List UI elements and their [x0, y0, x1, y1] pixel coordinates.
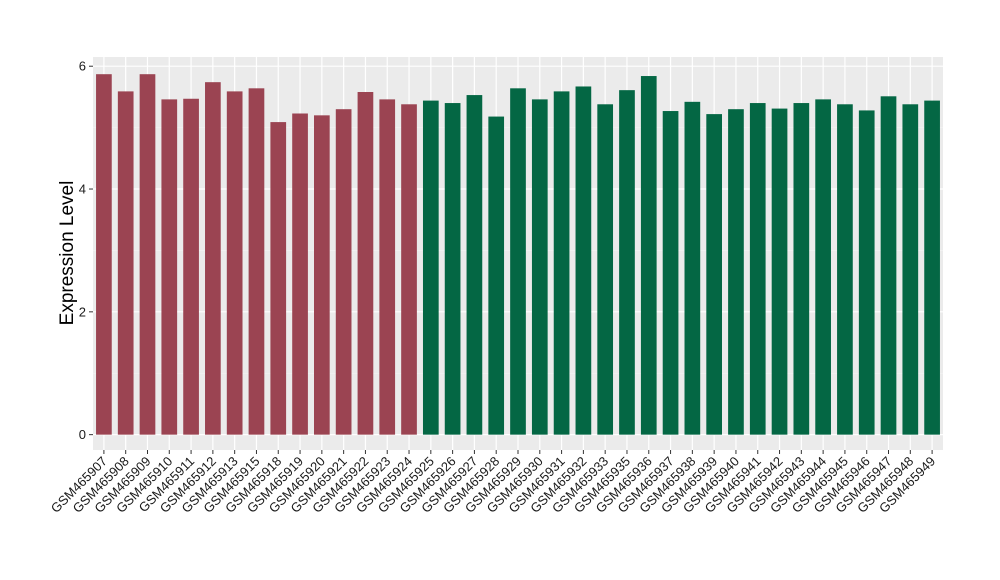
x-axis: GSM465907GSM465908GSM465909GSM465910GSM4…	[48, 450, 938, 516]
bar	[815, 99, 831, 435]
bar	[728, 109, 744, 435]
bar	[270, 122, 287, 435]
y-tick-label: 6	[79, 59, 86, 74]
bar	[880, 96, 897, 435]
bar	[292, 113, 308, 435]
bar	[575, 86, 592, 435]
bar	[553, 91, 570, 435]
bar	[749, 103, 766, 435]
bar	[117, 91, 134, 435]
bar	[662, 111, 679, 435]
bar	[422, 100, 439, 435]
bar	[619, 90, 635, 435]
bar	[314, 115, 330, 435]
bar	[858, 110, 875, 435]
y-tick-label: 0	[79, 427, 86, 442]
bar	[640, 76, 657, 435]
y-axis: 0 2 4 6	[79, 59, 93, 442]
bar	[444, 103, 461, 435]
bar	[771, 108, 788, 435]
bar	[205, 82, 221, 435]
y-tick-label: 4	[79, 182, 86, 197]
bar	[379, 99, 396, 435]
bar	[183, 98, 199, 435]
y-axis-title: Expression Level	[57, 181, 78, 326]
bar	[793, 103, 810, 435]
bar	[96, 74, 112, 435]
bar	[401, 104, 417, 435]
bar	[248, 88, 265, 435]
bar	[161, 99, 178, 435]
bar	[335, 109, 352, 435]
bar	[226, 91, 243, 435]
bar	[902, 104, 919, 435]
bar	[488, 116, 505, 435]
bar	[531, 99, 548, 435]
bar	[139, 74, 156, 435]
bar	[357, 92, 374, 435]
bars	[96, 74, 940, 435]
bar	[924, 100, 940, 435]
bar	[837, 104, 853, 435]
bar	[510, 88, 526, 435]
y-tick-label: 2	[79, 304, 86, 319]
bar	[684, 101, 701, 435]
bar	[466, 95, 483, 435]
bar	[597, 104, 614, 435]
bar	[706, 114, 722, 435]
